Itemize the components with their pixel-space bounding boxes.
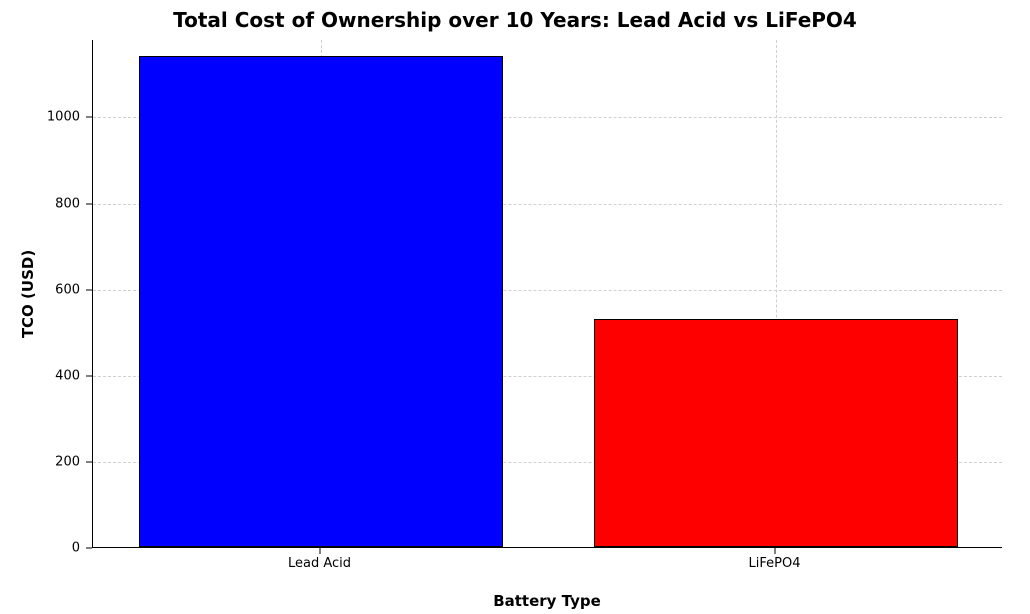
y-tick-mark <box>86 461 92 462</box>
y-tick-mark <box>86 117 92 118</box>
x-tick-label: Lead Acid <box>288 556 351 571</box>
figure: Total Cost of Ownership over 10 Years: L… <box>0 0 1030 614</box>
y-tick-label: 1000 <box>0 110 80 125</box>
y-tick-mark <box>86 375 92 376</box>
plot-area <box>92 40 1002 548</box>
chart-title: Total Cost of Ownership over 10 Years: L… <box>0 8 1030 32</box>
y-tick-label: 200 <box>0 454 80 469</box>
x-tick-label: LiFePO4 <box>749 556 801 571</box>
y-tick-mark <box>86 203 92 204</box>
y-tick-label: 600 <box>0 282 80 297</box>
bar <box>139 56 503 547</box>
x-tick-mark <box>319 548 320 554</box>
x-axis-label: Battery Type <box>493 592 601 610</box>
y-tick-label: 400 <box>0 368 80 383</box>
x-tick-mark <box>774 548 775 554</box>
y-tick-mark <box>86 289 92 290</box>
y-tick-label: 0 <box>0 541 80 556</box>
bar <box>594 319 958 547</box>
y-tick-label: 800 <box>0 196 80 211</box>
y-tick-mark <box>86 548 92 549</box>
